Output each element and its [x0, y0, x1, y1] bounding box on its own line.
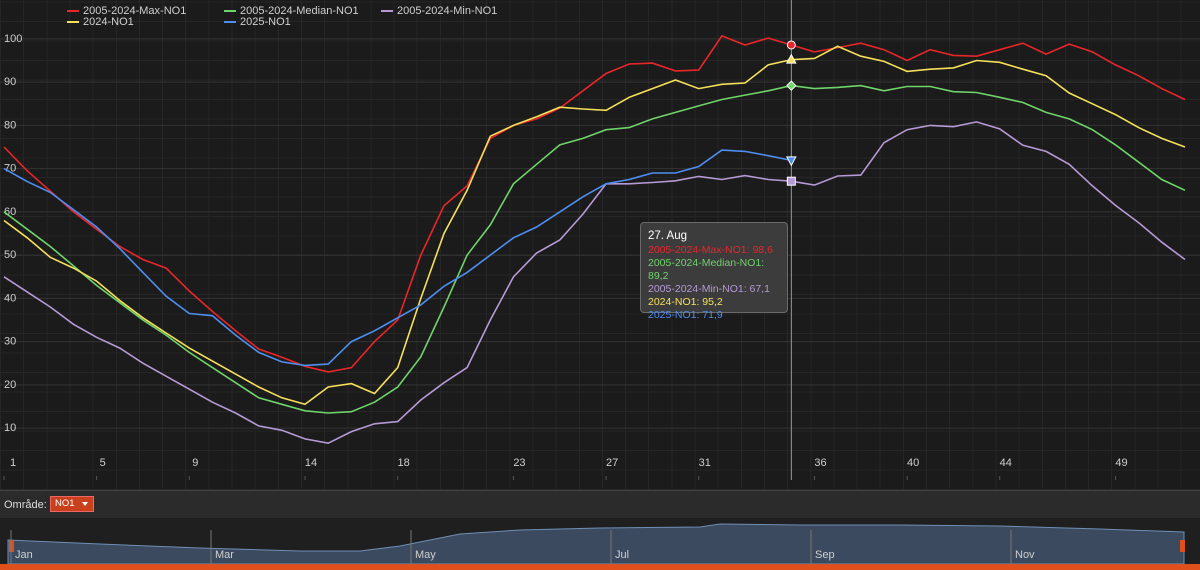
y-tick-label: 70 — [4, 163, 16, 175]
y-tick-label: 30 — [4, 336, 16, 348]
legend-label: 2005-2024-Median-NO1 — [240, 5, 359, 17]
navigator: Jan Mar May Jul Sep Nov — [0, 518, 1200, 570]
series-line — [3, 84, 1186, 414]
scrollbar[interactable] — [0, 564, 1200, 570]
x-tick-label: 23 — [513, 457, 525, 469]
area-dropdown[interactable]: NO1 — [50, 496, 94, 512]
series-line — [3, 121, 1186, 445]
x-tick-label: 36 — [814, 457, 826, 469]
x-tick-label: 44 — [1000, 457, 1012, 469]
x-tick-label: 14 — [305, 457, 317, 469]
y-tick-label: 10 — [4, 422, 16, 434]
x-tick-label: 1 — [10, 457, 16, 469]
nav-month-label: Jan — [15, 549, 33, 561]
tooltip: 27. Aug 2005-2024-Max-NO1: 98,6 2005-2024… — [640, 222, 788, 321]
y-tick-label: 20 — [4, 379, 16, 391]
y-tick-label: 50 — [4, 249, 16, 261]
series-line — [3, 45, 1186, 406]
y-tick-label: 80 — [4, 119, 16, 131]
x-tick-label: 40 — [907, 457, 919, 469]
y-tick-label: 40 — [4, 292, 16, 304]
x-tick-label: 18 — [398, 457, 410, 469]
nav-month-label: May — [415, 549, 436, 561]
tooltip-line: 2005-2024-Median-NO1: 89,2 — [648, 257, 765, 282]
x-tick-label: 5 — [100, 457, 106, 469]
series-line — [3, 149, 792, 367]
hover-marker — [786, 156, 797, 167]
tooltip-line: 2005-2024-Max-NO1: 98,6 — [648, 244, 773, 256]
tooltip-line: 2005-2024-Min-NO1: 67,1 — [648, 283, 770, 295]
controls: Område: NO1 — [0, 490, 1200, 519]
tooltip-line: 2024-NO1: 95,2 — [648, 296, 723, 308]
nav-handle-right[interactable] — [1180, 540, 1185, 552]
hover-marker — [786, 53, 797, 64]
hover-marker — [786, 80, 797, 91]
nav-month-label: Nov — [1015, 549, 1035, 561]
y-tick-label: 90 — [4, 76, 16, 88]
x-tick-label: 49 — [1115, 457, 1127, 469]
nav-month-label: Sep — [815, 549, 835, 561]
nav-month-label: Jul — [615, 549, 629, 561]
navigator-area — [7, 523, 1185, 565]
legend-label: 2025-NO1 — [240, 16, 291, 28]
legend-label: 2005-2024-Max-NO1 — [83, 5, 186, 17]
x-tick-label: 27 — [606, 457, 618, 469]
hover-marker — [786, 176, 796, 186]
hover-marker — [786, 40, 796, 50]
series-line — [3, 34, 1186, 373]
legend-label: 2005-2024-Min-NO1 — [397, 5, 497, 17]
tooltip-line: 2025-NO1: 71,9 — [648, 309, 723, 321]
nav-month-label: Mar — [215, 549, 234, 561]
legend-label: 2024-NO1 — [83, 16, 134, 28]
x-tick-label: 31 — [699, 457, 711, 469]
y-tick-label: 100 — [4, 33, 22, 45]
tooltip-title: 27. Aug — [648, 230, 688, 242]
area-label: Område: — [4, 499, 47, 511]
x-tick-label: 9 — [192, 457, 198, 469]
